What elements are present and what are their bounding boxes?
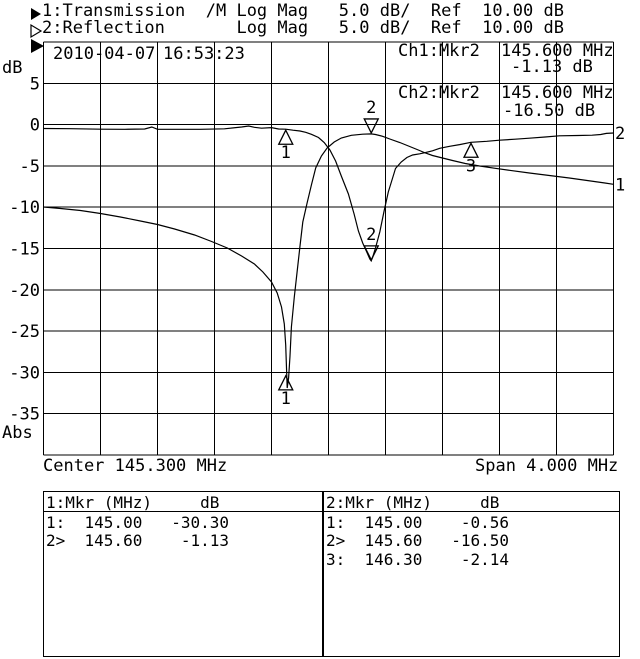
marker-number-label: 2 [366, 98, 376, 118]
y-tick-label: -5 [20, 157, 40, 177]
trace-end-label-2: 2 [615, 124, 625, 144]
y-tick-label: -10 [9, 198, 40, 218]
marker-triangle-icon [462, 141, 480, 158]
marker-table-ch1-rows: 1: 145.00 -30.30 2> 145.60 -1.13 [46, 513, 230, 551]
marker-triangle-icon [363, 245, 380, 262]
ch2-inactive-arrow-icon [30, 23, 43, 39]
channel2-header: 2:Reflection Log Mag 5.0 dB/ Ref 10.00 d… [42, 18, 564, 38]
y-tick-label: -25 [9, 322, 40, 342]
marker-triangle-icon [277, 128, 294, 145]
channel1-header: 1:Transmission /M Log Mag 5.0 dB/ Ref 10… [42, 1, 564, 21]
marker-table-ch2: 2:Mkr (MHz) dB 1: 145.00 -0.56 2> 145.60… [323, 491, 620, 657]
x-axis-span-label: Span 4.000 MHz [475, 456, 619, 476]
marker-number-label: 1 [281, 143, 291, 163]
y-tick-label: -20 [9, 281, 40, 301]
ch2-marker-readout-freq: 145.600 MHz [501, 83, 614, 103]
ch1-marker-readout-label: Ch1:Mkr2 [398, 41, 480, 61]
marker-table-ch2-header: 2:Mkr (MHz) dB [324, 492, 619, 512]
ch1-marker-readout-value: -1.13 dB [511, 57, 593, 77]
ch1-marker-readout-freq: 145.600 MHz [501, 41, 614, 61]
marker-triangle-icon [363, 118, 380, 135]
y-tick-label: 0 [30, 116, 40, 136]
y-tick-label: 5 [30, 74, 40, 94]
ch2-marker-readout-label: Ch2:Mkr2 [398, 83, 480, 103]
ch2-marker-readout-value: -16.50 dB [503, 101, 596, 121]
reference-level-arrow-icon [31, 39, 44, 53]
y-tick-label: -35 [9, 405, 40, 425]
ch1-active-arrow-icon [31, 8, 41, 20]
time-stamp: 16:53:23 [163, 44, 245, 64]
marker-table-ch2-rows: 1: 145.00 -0.56 2> 145.60 -16.50 3: 146.… [326, 513, 510, 569]
marker-triangle-icon [277, 374, 294, 391]
date-stamp: 2010-04-07 [53, 44, 156, 64]
y-tick-label: -30 [9, 363, 40, 383]
trace-transmission [43, 133, 614, 389]
marker-table-ch1: 1:Mkr (MHz) dB 1: 145.00 -30.30 2> 145.6… [43, 491, 323, 657]
x-axis-center-label: Center 145.300 MHz [43, 456, 228, 476]
y-axis-unit-label: dB [2, 58, 23, 78]
marker-number-label: 2 [366, 225, 376, 245]
trace-end-label-1: 1 [615, 175, 625, 195]
marker-table-ch1-header: 1:Mkr (MHz) dB [44, 492, 322, 512]
y-tick-label: -15 [9, 240, 40, 260]
marker-number-label: 1 [281, 389, 291, 409]
marker-number-label: 3 [466, 156, 476, 176]
y-axis-bottom-label: Abs [2, 423, 33, 443]
